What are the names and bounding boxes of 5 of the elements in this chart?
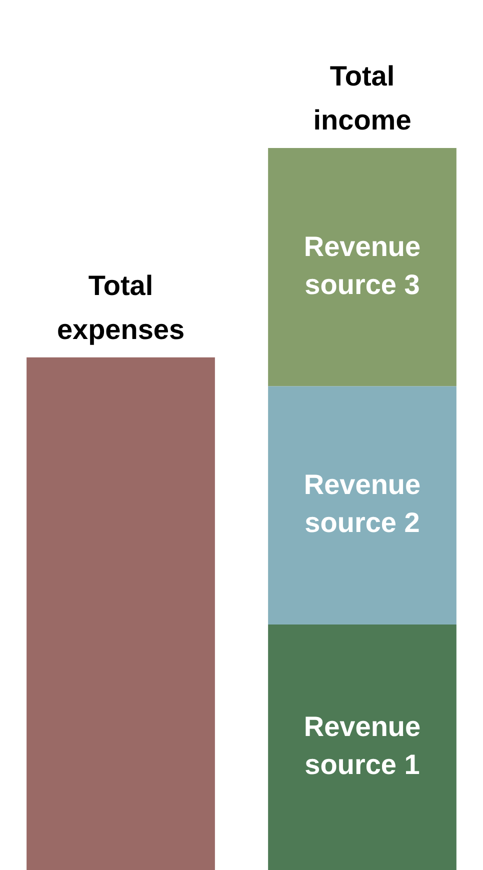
series-label: Revenue source 1 <box>304 710 421 780</box>
x-tick-label: Total income <box>313 60 412 136</box>
series-label: Revenue source 2 <box>304 469 421 538</box>
series-label: Revenue source 3 <box>304 230 421 300</box>
x-tick-label: Total expenses <box>56 270 185 346</box>
